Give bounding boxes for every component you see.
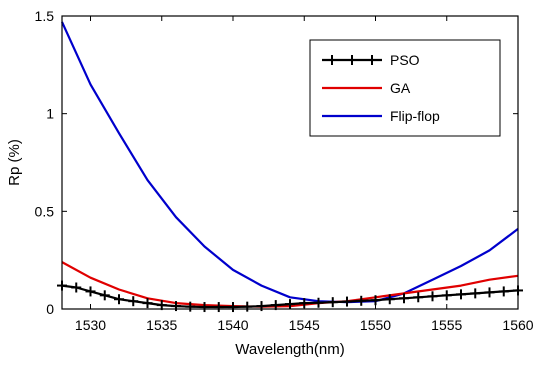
y-tick-label: 0.5 xyxy=(35,203,55,219)
data-point-pso xyxy=(213,302,224,313)
data-point-pso xyxy=(470,288,481,299)
data-point-pso xyxy=(456,289,466,300)
data-point-pso xyxy=(128,296,139,307)
series-line-flip-flop xyxy=(60,21,519,304)
legend-item-ga: GA xyxy=(322,80,411,96)
plot-frame xyxy=(61,15,519,310)
data-point-pso xyxy=(427,291,438,302)
y-axis-label: Rp (%) xyxy=(6,139,23,186)
data-point-pso xyxy=(114,294,124,305)
x-tick-label: 1545 xyxy=(289,317,320,333)
legend-item-flip-flop: Flip-flop xyxy=(322,108,440,124)
series-layer xyxy=(57,21,523,313)
x-tick-label: 1560 xyxy=(502,317,533,333)
x-tick-label: 1555 xyxy=(431,317,462,333)
data-point-pso xyxy=(242,301,253,312)
data-point-pso xyxy=(285,299,295,310)
data-point-pso xyxy=(384,294,395,305)
data-point-pso xyxy=(370,295,381,306)
y-tick-label: 1 xyxy=(46,106,54,122)
data-point-pso xyxy=(399,293,409,304)
data-point-pso xyxy=(498,286,509,297)
x-axis-label: Wavelength(nm) xyxy=(235,341,344,358)
x-tick-label: 1530 xyxy=(75,317,106,333)
legend-label: GA xyxy=(390,80,411,96)
data-point-pso xyxy=(99,290,110,301)
x-tick-label: 1550 xyxy=(360,317,391,333)
y-tick-label: 1.5 xyxy=(35,8,55,24)
legend-label: Flip-flop xyxy=(390,108,440,124)
y-tick-label: 0 xyxy=(46,301,54,317)
data-point-pso xyxy=(441,290,452,301)
data-point-pso xyxy=(327,297,338,308)
data-point-pso xyxy=(313,297,324,308)
data-point-pso xyxy=(71,282,82,293)
x-tick-label: 1540 xyxy=(217,317,248,333)
data-point-pso xyxy=(413,292,424,303)
data-point-pso xyxy=(85,286,96,297)
legend-label: PSO xyxy=(390,52,420,68)
data-point-pso xyxy=(342,296,352,307)
data-point-pso xyxy=(356,295,367,306)
data-point-pso xyxy=(199,302,210,313)
x-tick-label: 1535 xyxy=(146,317,177,333)
ticks-layer: 1530 1535 1540 1545 1550 1555 1560 0 0.5 1 1.5 xyxy=(35,8,534,333)
data-point-pso xyxy=(142,298,153,309)
data-point-pso xyxy=(185,301,196,312)
data-point-pso xyxy=(484,287,495,298)
legend-item-pso: PSO xyxy=(322,52,420,68)
legend: PSO GA Flip-flop xyxy=(309,39,501,137)
